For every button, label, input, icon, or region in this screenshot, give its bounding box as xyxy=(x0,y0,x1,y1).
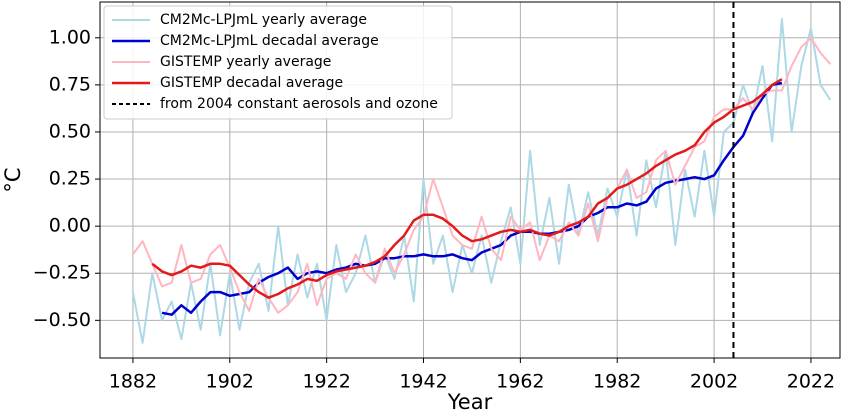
x-tick-label: 1942 xyxy=(399,371,447,393)
series-line xyxy=(131,18,832,344)
x-tick-label: 2002 xyxy=(690,371,738,393)
legend-box xyxy=(103,5,453,120)
legend-label: from 2004 constant aerosols and ozone xyxy=(160,96,438,112)
x-tick-label: 1922 xyxy=(302,371,350,393)
plot-frame xyxy=(99,1,841,359)
x-tick-label: 1882 xyxy=(109,371,157,393)
y-tick-label: −0.25 xyxy=(33,262,91,284)
x-tick-label: 1902 xyxy=(206,371,254,393)
legend-label: CM2Mc-LPJmL yearly average xyxy=(160,12,367,28)
y-tick-label: 0.75 xyxy=(49,73,91,95)
x-tick-label: 1982 xyxy=(593,371,641,393)
y-tick-label: 1.00 xyxy=(49,26,91,48)
x-tick-label: 2022 xyxy=(787,371,835,393)
y-axis-label: °C xyxy=(1,167,25,192)
y-tick-label: 0.25 xyxy=(49,168,91,190)
y-tick-label: −0.50 xyxy=(33,309,91,331)
series-line xyxy=(132,36,832,314)
series-line xyxy=(151,78,783,299)
legend-label: GISTEMP decadal average xyxy=(160,75,343,91)
y-tick-label: 0.00 xyxy=(49,215,91,237)
x-tick-label: 1962 xyxy=(496,371,544,393)
legend-label: GISTEMP yearly average xyxy=(160,54,331,70)
x-axis-label: Year xyxy=(447,390,493,414)
legend-label: CM2Mc-LPJmL decadal average xyxy=(160,33,379,49)
legend: CM2Mc-LPJmL yearly average CM2Mc-LPJmL de… xyxy=(103,5,453,120)
y-tick-label: 0.50 xyxy=(49,120,91,142)
